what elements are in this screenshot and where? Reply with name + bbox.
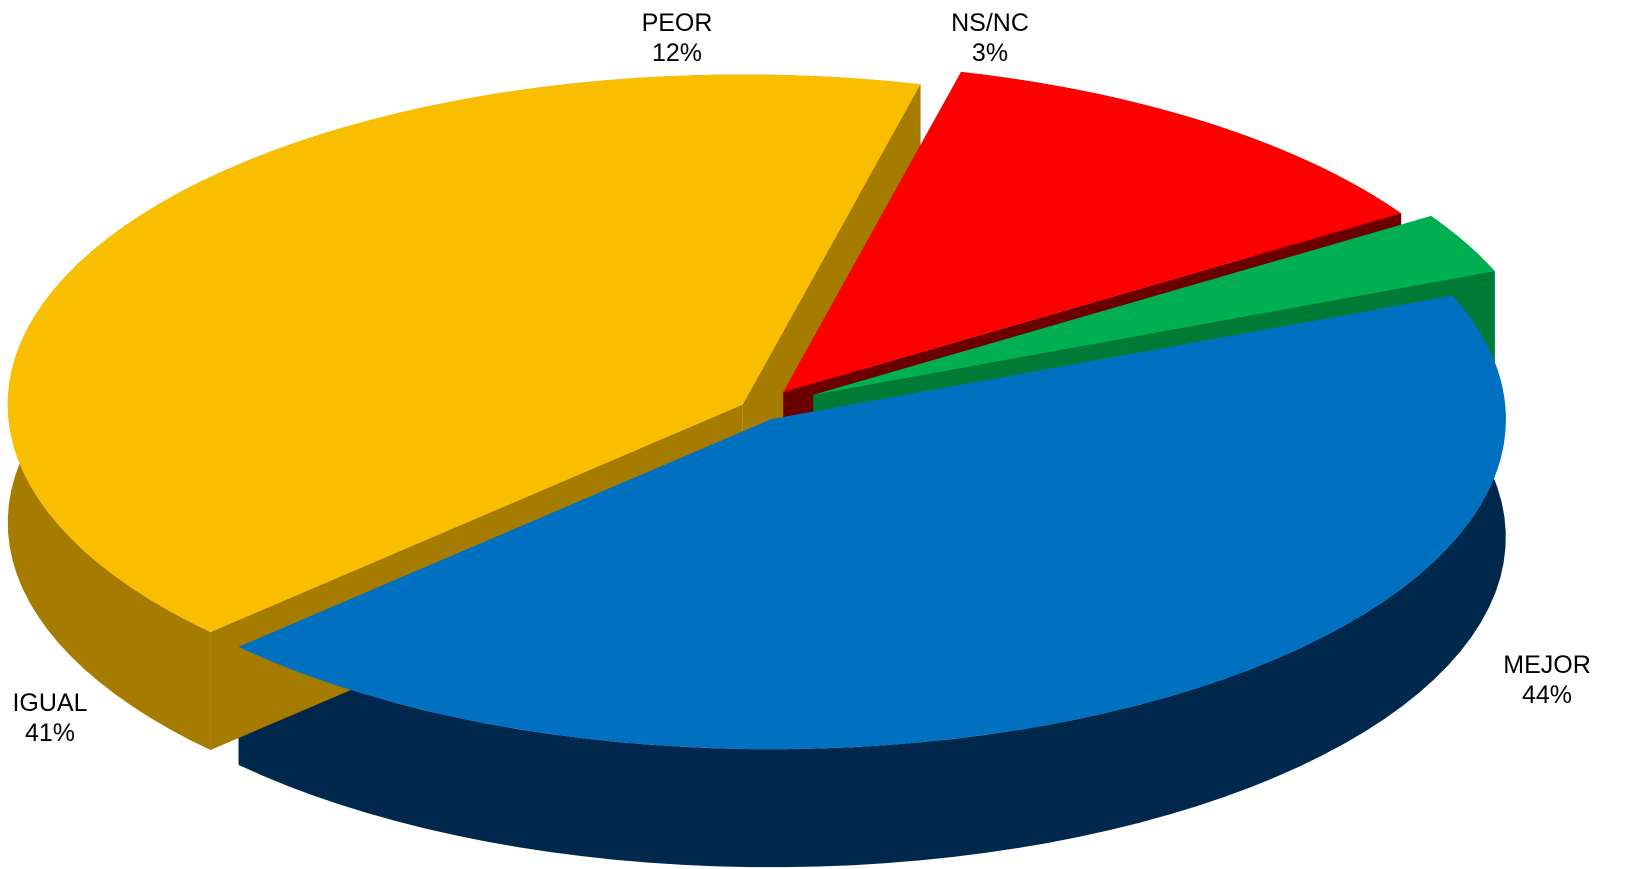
- slice-label-nsnc: NS/NC 3%: [910, 8, 1070, 68]
- slice-peor: [783, 71, 1402, 393]
- slice-label-peor-value: 12%: [651, 39, 703, 67]
- slice-label-igual: IGUAL 41%: [0, 688, 130, 748]
- slice-label-mejor-value: 44%: [1521, 681, 1573, 709]
- slice-label-mejor: MEJOR 44%: [1467, 650, 1627, 710]
- slice-label-nsnc-value: 3%: [971, 39, 1009, 67]
- slice-label-mejor-name: MEJOR: [1503, 651, 1591, 679]
- slice-label-peor-name: PEOR: [641, 9, 713, 37]
- slice-label-igual-value: 41%: [24, 719, 76, 747]
- slice-mejor: [238, 295, 1506, 750]
- slice-mejor-outer-wall: [238, 295, 1506, 868]
- slice-label-nsnc-name: NS/NC: [951, 9, 1029, 37]
- slice-nsnc: [813, 216, 1495, 395]
- pie-tops: [7, 71, 1506, 750]
- slice-label-igual-name: IGUAL: [12, 689, 88, 717]
- slice-label-peor: PEOR 12%: [597, 8, 757, 68]
- slice-igual: [7, 74, 921, 633]
